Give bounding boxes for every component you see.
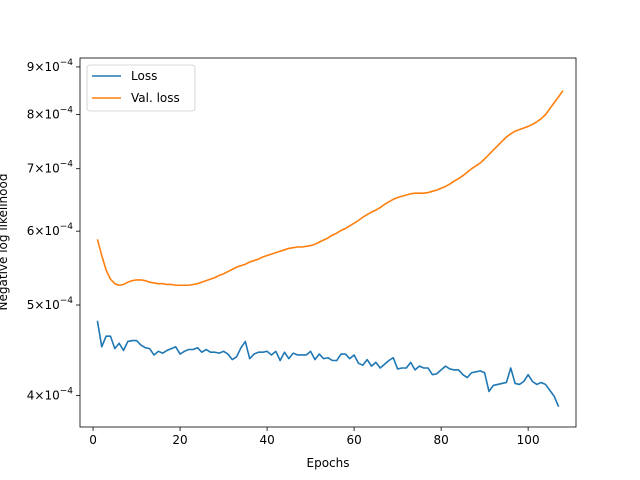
series-line-1 <box>96 90 564 287</box>
series-layer <box>96 90 564 408</box>
x-tick-label: 40 <box>259 433 274 447</box>
x-tick-label: 80 <box>433 433 448 447</box>
y-tick-label: 4×10−4 <box>27 386 74 402</box>
x-axis: 0 20 40 60 80 100 <box>89 427 540 447</box>
legend-label-0: Loss <box>131 69 157 83</box>
legend-label-1: Val. loss <box>131 91 180 105</box>
x-tick-label: 60 <box>346 433 361 447</box>
y-tick-label: 5×10−4 <box>27 296 74 312</box>
y-tick-label: 8×10−4 <box>27 106 74 122</box>
plot-frame <box>79 57 577 428</box>
x-tick-label: 100 <box>517 433 540 447</box>
y-tick-label: 6×10−4 <box>27 222 74 238</box>
series-line-0 <box>96 320 560 408</box>
y-axis-label: Negative log likelihood <box>0 174 10 311</box>
y-tick-label: 7×10−4 <box>27 160 74 176</box>
x-tick-label: 20 <box>172 433 187 447</box>
y-tick-label: 9×10−4 <box>27 58 74 74</box>
x-axis-label: Epochs <box>307 456 350 470</box>
x-tick-label: 0 <box>89 433 97 447</box>
y-axis: 4×10−4 5×10−4 6×10−4 7×10−4 8×10−4 9×10−4 <box>27 58 80 402</box>
legend: Loss Val. loss <box>86 64 196 112</box>
